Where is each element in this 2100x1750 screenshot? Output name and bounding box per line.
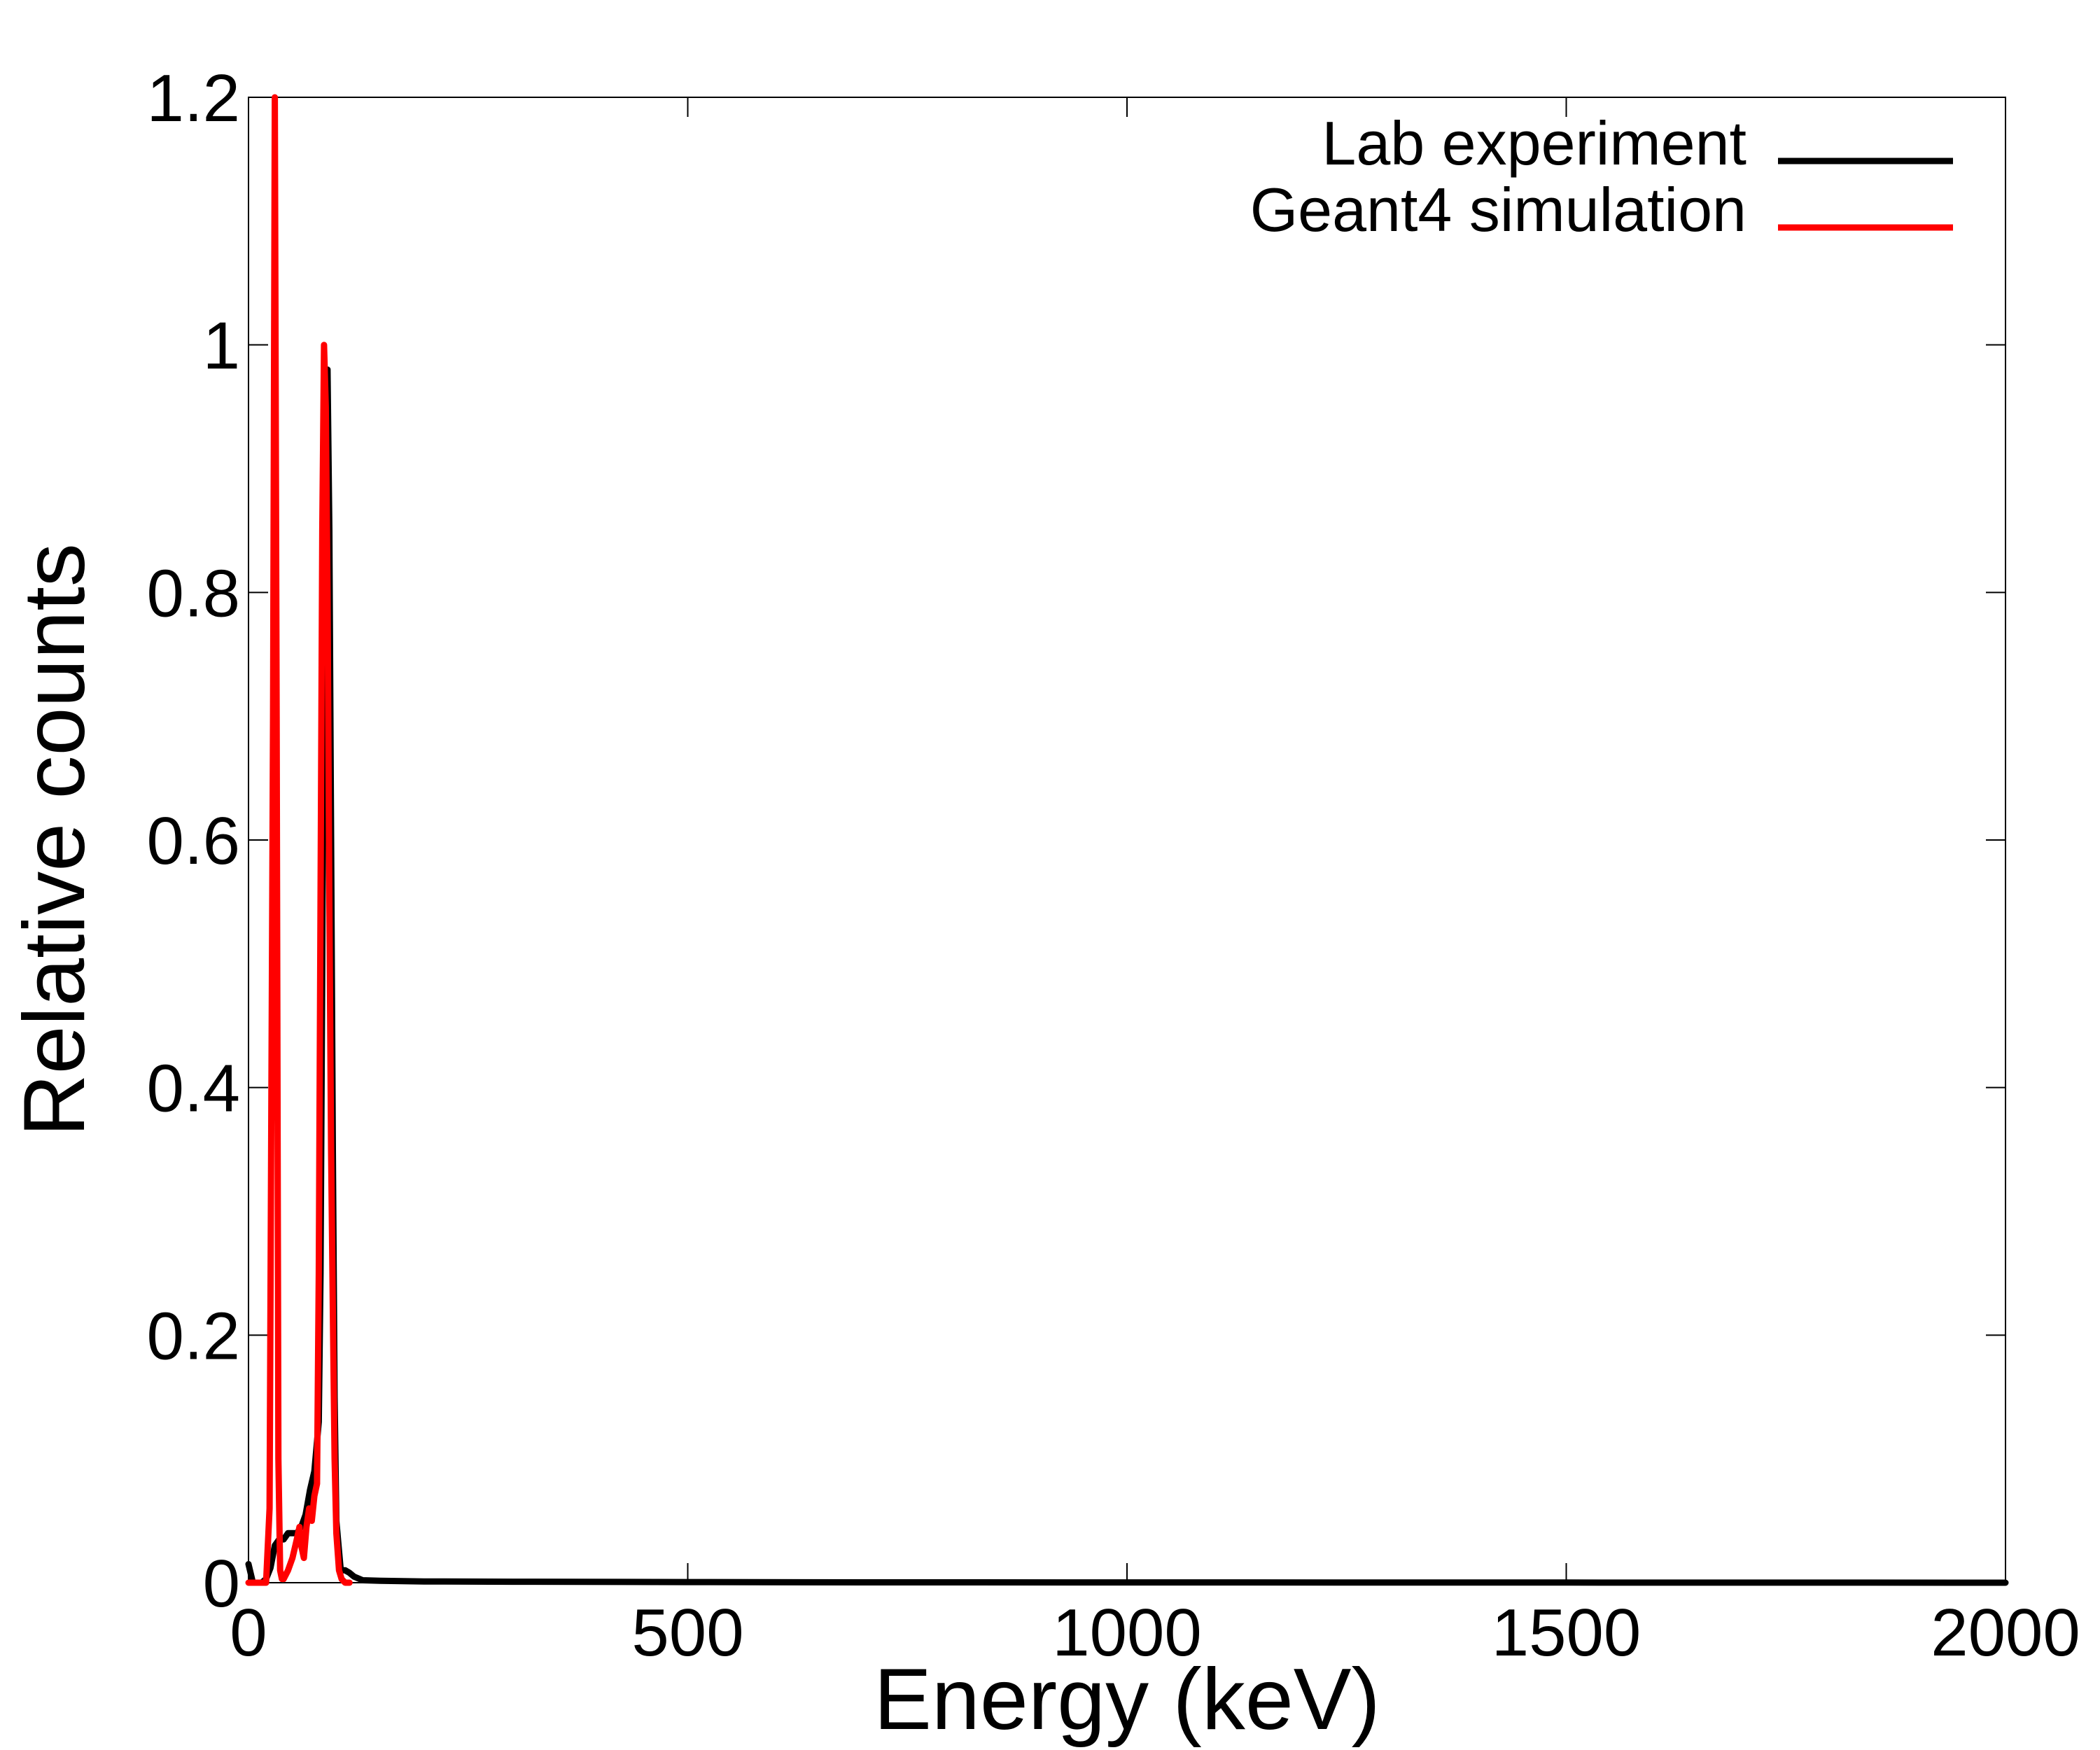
y-tick-label: 0.2 bbox=[147, 1298, 240, 1373]
x-tick-label: 2000 bbox=[1931, 1595, 2080, 1670]
y-tick-label: 1.2 bbox=[147, 61, 240, 136]
y-axis-title: Relative counts bbox=[6, 543, 103, 1137]
x-tick-label: 1500 bbox=[1492, 1595, 1642, 1670]
x-tick-label: 0 bbox=[230, 1595, 267, 1670]
legend-label: Lab experiment bbox=[1322, 108, 1746, 178]
plot-frame bbox=[248, 97, 2006, 1583]
y-tick-label: 0 bbox=[203, 1546, 240, 1621]
legend-label: Geant4 simulation bbox=[1250, 175, 1746, 244]
y-tick-label: 0.6 bbox=[147, 804, 240, 878]
y-tick-label: 0.4 bbox=[147, 1051, 240, 1126]
x-tick-label: 1000 bbox=[1052, 1595, 1202, 1670]
y-tick-label: 0.8 bbox=[147, 556, 240, 631]
x-tick-label: 500 bbox=[631, 1595, 743, 1670]
tick-labels: 0 500 1000 1500 2000 0 0.2 0.4 0.6 0.8 1 1.2 bbox=[147, 61, 2080, 1670]
plot-lines bbox=[245, 94, 2009, 1586]
x-axis-title: Energy (keV) bbox=[874, 1651, 1380, 1748]
y-tick-label: 1 bbox=[203, 309, 240, 384]
axis-ticks bbox=[248, 97, 2006, 1583]
series-line-lab-experiment bbox=[245, 366, 2009, 1586]
series-line-geant4-simulation bbox=[245, 94, 353, 1586]
